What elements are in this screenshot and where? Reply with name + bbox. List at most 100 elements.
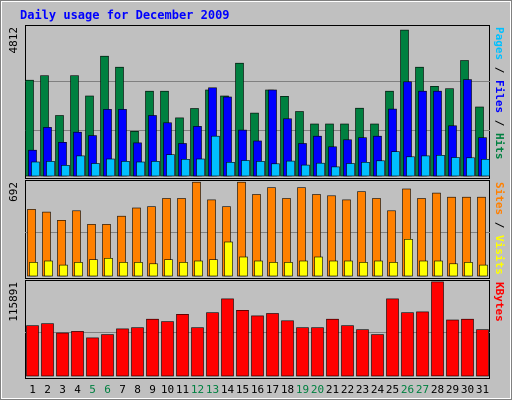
bar-kbytes-day-3 [56,332,69,377]
day-label-29: 29 [446,383,459,396]
bar-pages-day-3 [61,165,70,177]
day-label-16: 16 [251,383,264,396]
bar-kbytes-day-15 [236,309,249,377]
bar-visits-day-31 [477,196,486,277]
bar-sites-day-7 [119,262,128,277]
bar-kbytes-day-17 [266,313,279,377]
day-label-20: 20 [311,383,324,396]
bar-pages-day-13 [211,135,220,177]
bar-pages-day-5 [91,163,100,177]
bar-kbytes-day-25 [386,298,399,377]
bar-pages-day-28 [436,155,445,177]
bar-pages-day-15 [241,160,250,177]
bar-sites-day-10 [164,259,173,277]
bar-pages-day-17 [271,163,280,177]
day-label-30: 30 [461,383,474,396]
bar-kbytes-day-24 [371,334,384,377]
legend-entry: Visits [493,235,506,275]
bar-pages-day-16 [256,161,265,177]
bar-pages-day-22 [346,163,355,177]
bar-pages-day-8 [136,161,145,177]
day-label-2: 2 [44,383,51,396]
legend-entry: Sites [493,182,506,215]
day-label-9: 9 [149,383,156,396]
bar-sites-day-18 [284,262,293,277]
bar-sites-day-13 [209,259,218,277]
bar-pages-day-20 [316,162,325,177]
bar-kbytes-day-22 [341,325,354,377]
day-label-18: 18 [281,383,294,396]
day-label-12: 12 [191,383,204,396]
bar-sites-day-30 [464,262,473,277]
day-label-8: 8 [134,383,141,396]
bar-pages-day-2 [46,161,55,177]
bar-sites-day-14 [224,241,233,277]
bar-kbytes-day-16 [251,315,264,377]
bar-kbytes-day-28 [431,281,444,377]
bar-sites-day-31 [479,264,488,277]
panel-kbytes: 115891 KBytes [7,280,506,379]
bar-sites-day-8 [134,262,143,277]
day-label-10: 10 [161,383,174,396]
legend-entry: Hits [493,133,506,160]
day-label-22: 22 [341,383,354,396]
bar-kbytes-day-6 [101,334,114,377]
bar-sites-day-1 [29,262,38,277]
bar-sites-day-23 [359,262,368,277]
bar-sites-day-6 [104,257,113,277]
day-label-19: 19 [296,383,309,396]
legend-entry: / [493,215,506,235]
bar-kbytes-day-2 [41,323,54,377]
bar-sites-day-20 [314,256,323,277]
bar-sites-day-11 [179,262,188,277]
bar-pages-day-27 [421,155,430,177]
bar-kbytes-day-29 [446,319,459,377]
bar-kbytes-day-13 [206,312,219,377]
bar-pages-day-14 [226,162,235,177]
day-label-15: 15 [236,383,249,396]
bar-kbytes-day-4 [71,331,84,377]
day-label-6: 6 [104,383,111,396]
day-label-25: 25 [386,383,399,396]
day-label-21: 21 [326,383,339,396]
bar-sites-day-29 [449,263,458,277]
bar-sites-day-22 [344,260,353,277]
bar-sites-day-21 [329,260,338,277]
bar-kbytes-day-19 [296,327,309,377]
bar-sites-day-25 [389,262,398,277]
bar-pages-day-25 [391,151,400,177]
day-label-26: 26 [401,383,414,396]
bar-kbytes-day-7 [116,328,129,377]
bar-kbytes-day-12 [191,327,204,377]
bar-pages-day-9 [151,161,160,177]
panel-legend: Sites / Visits [493,182,506,275]
bar-pages-day-10 [166,154,175,177]
legend-entry: Pages [493,27,506,60]
bar-sites-day-15 [239,256,248,277]
bar-kbytes-day-26 [401,312,414,377]
bar-pages-day-19 [301,164,310,177]
day-label-11: 11 [176,383,189,396]
bar-sites-day-16 [254,260,263,277]
bar-pages-day-12 [196,158,205,177]
bar-sites-day-19 [299,260,308,277]
chart-title: Daily usage for December 2009 [20,8,230,22]
day-label-5: 5 [89,383,96,396]
bar-sites-day-12 [194,260,203,277]
day-label-27: 27 [416,383,429,396]
bar-sites-day-4 [74,262,83,277]
bar-pages-day-31 [481,159,490,177]
panel-max-label: 115891 [7,282,20,322]
bar-kbytes-day-11 [176,313,189,377]
panel-max-label: 692 [7,182,20,202]
bar-pages-day-24 [376,160,385,177]
bar-kbytes-day-30 [461,318,474,377]
bar-pages-day-11 [181,159,190,177]
bar-kbytes-day-14 [221,298,234,377]
day-label-3: 3 [59,383,66,396]
legend-entry: Files [493,80,506,113]
bar-files-day-17 [268,89,277,177]
bar-sites-day-9 [149,263,158,277]
bar-sites-day-2 [44,260,53,277]
day-label-28: 28 [431,383,444,396]
